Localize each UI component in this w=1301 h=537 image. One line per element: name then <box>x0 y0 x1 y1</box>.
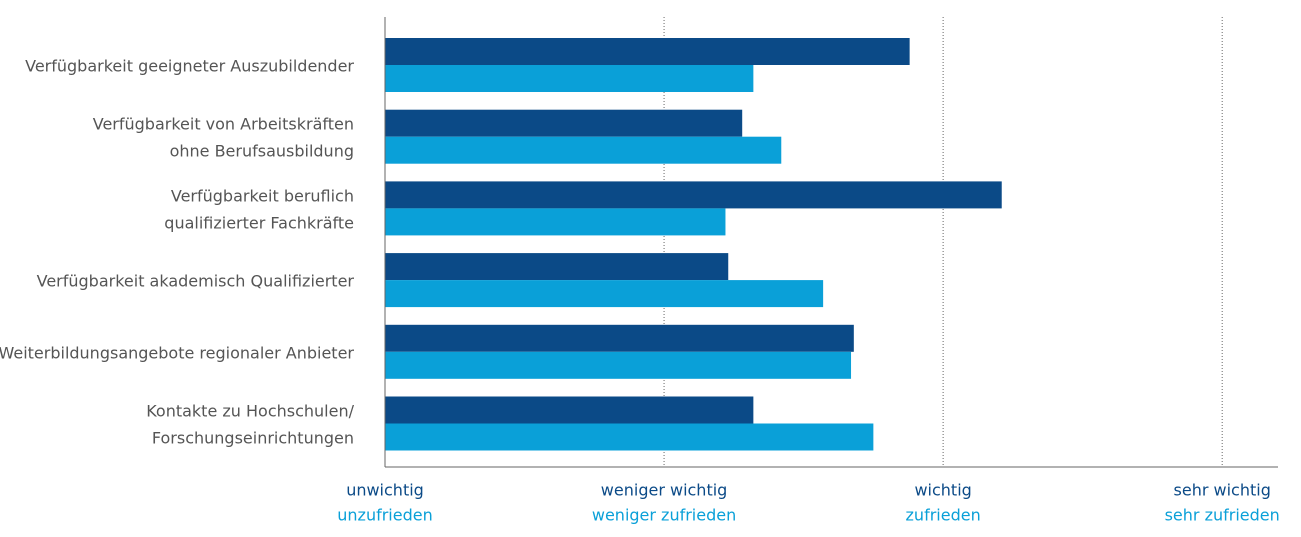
x-tick-label: sehr wichtig <box>1174 481 1271 500</box>
bar <box>385 38 910 65</box>
category-label: Verfügbarkeit geeigneter Auszubildender <box>25 57 354 76</box>
category-label: Kontakte zu Hochschulen/ <box>146 402 354 421</box>
category-label: Verfügbarkeit von Arbeitskräften <box>93 115 354 134</box>
category-label: qualifizierter Fachkräfte <box>164 213 354 232</box>
bar <box>385 109 743 137</box>
bar <box>385 351 852 379</box>
x-tick-label: weniger wichtig <box>601 481 728 500</box>
x-tick-label: unwichtig <box>346 481 424 500</box>
category-label: ohne Berufsausbildung <box>170 142 354 161</box>
bar <box>385 396 754 424</box>
bar <box>385 253 729 281</box>
category-label: Verfügbarkeit akademisch Qualifizierter <box>37 272 355 291</box>
bar <box>385 181 1002 209</box>
bar <box>385 136 782 164</box>
bar <box>385 65 754 92</box>
bar <box>385 280 824 308</box>
x2-tick-label: unzufrieden <box>337 506 432 525</box>
category-label: Forschungseinrichtungen <box>152 429 354 448</box>
x2-tick-label: weniger zufrieden <box>592 506 736 525</box>
bar <box>385 423 874 451</box>
category-label: Weiterbildungsangebote regionaler Anbiet… <box>0 343 354 362</box>
x2-tick-label: sehr zufrieden <box>1165 506 1280 525</box>
x-tick-label: wichtig <box>914 481 971 500</box>
category-label: Verfügbarkeit beruflich <box>171 186 354 205</box>
x2-tick-label: zufrieden <box>906 506 981 525</box>
bar <box>385 324 854 352</box>
bar <box>385 208 726 236</box>
